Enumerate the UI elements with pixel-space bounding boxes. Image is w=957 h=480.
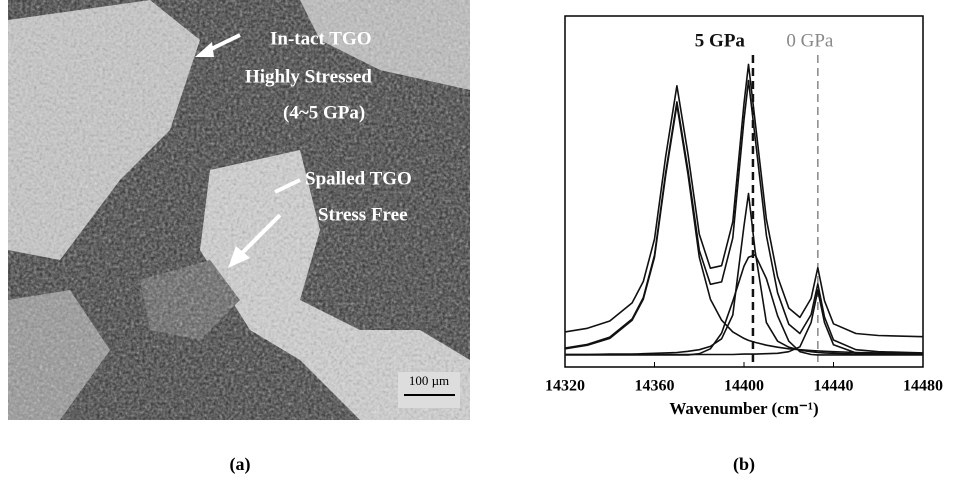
annotation: 5 GPa bbox=[695, 30, 746, 51]
x-tick-label: 14320 bbox=[545, 378, 585, 395]
label: Spalled TGO bbox=[305, 168, 412, 189]
scale-bar-label: 100 µm bbox=[409, 373, 449, 388]
series-line bbox=[565, 289, 924, 356]
label: Stress Free bbox=[318, 204, 408, 225]
x-axis-label: Wavenumber (cm⁻¹) bbox=[669, 399, 818, 418]
series-line bbox=[565, 192, 923, 356]
x-tick-label: 14440 bbox=[814, 378, 854, 395]
series-line bbox=[564, 79, 924, 354]
x-tick-label: 14360 bbox=[635, 378, 675, 395]
caption: (b) bbox=[733, 454, 755, 475]
x-tick-label: 14480 bbox=[903, 378, 943, 395]
label: (4~5 GPa) bbox=[283, 102, 365, 123]
micrograph bbox=[8, 0, 470, 420]
label: In-tact TGO bbox=[270, 28, 372, 49]
annotation: 0 GPa bbox=[786, 30, 834, 51]
series-line bbox=[564, 104, 924, 355]
label: Highly Stressed bbox=[245, 66, 372, 87]
x-tick-label: 14400 bbox=[724, 378, 764, 395]
series-line bbox=[565, 254, 923, 356]
series-line bbox=[564, 63, 924, 338]
caption: (a) bbox=[230, 454, 251, 475]
